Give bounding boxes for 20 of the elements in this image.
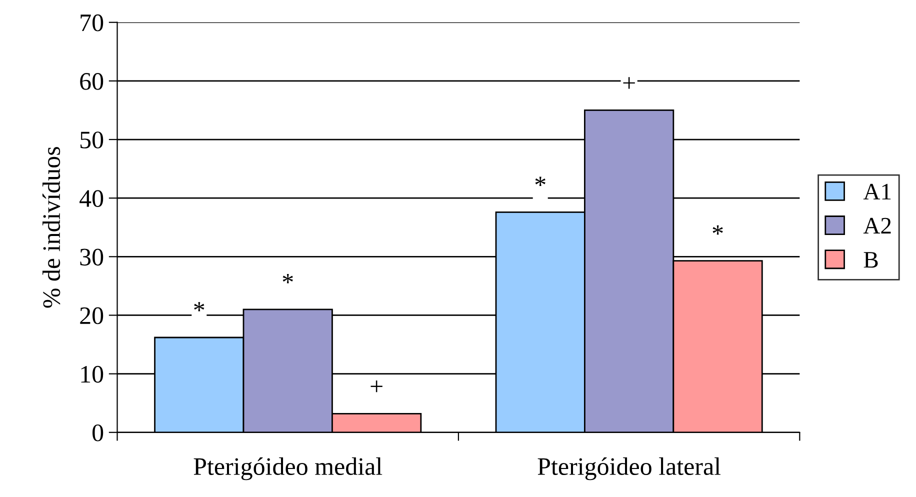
legend-label: A1: [863, 184, 891, 200]
y-tick-label: 20: [80, 307, 104, 324]
y-tick-label: 10: [81, 366, 104, 383]
legend-label: B: [864, 252, 878, 268]
annotation: *: [535, 176, 546, 186]
y-tick-label: 0: [92, 424, 104, 442]
annotation: *: [282, 274, 293, 284]
y-axis-title: % de indivíduos: [42, 147, 60, 308]
y-tick-label: 30: [80, 248, 104, 266]
legend-label: A2: [863, 218, 891, 234]
y-tick-label: 70: [80, 14, 104, 32]
annotation: +: [623, 77, 635, 89]
annotation: +: [370, 380, 382, 392]
x-tick-label: Pterigóideo lateral: [538, 457, 721, 480]
annotation: *: [712, 225, 723, 235]
y-tick-label: 50: [80, 132, 104, 148]
y-tick-label: 60: [80, 72, 104, 90]
x-tick-label: Pterigóideo medial: [194, 457, 382, 480]
y-tick-label: 40: [80, 190, 104, 208]
annotation: *: [194, 302, 204, 312]
